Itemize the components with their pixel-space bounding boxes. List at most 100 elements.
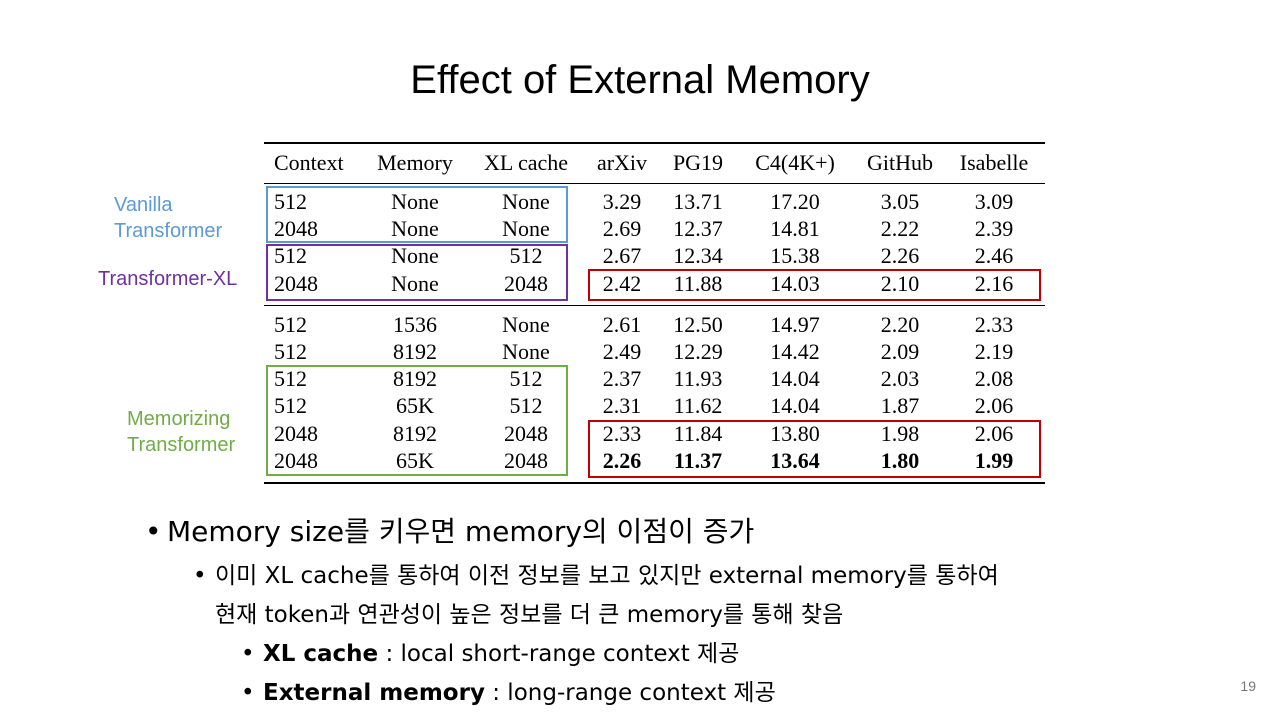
table-cell: 14.04 — [770, 393, 820, 418]
xl-cache-desc: : local short-range context 제공 — [378, 641, 740, 667]
table-cell: 2.26 — [602, 448, 642, 473]
table-cell: 2.33 — [974, 312, 1014, 337]
vanilla-label: Vanilla Transformer — [114, 192, 222, 244]
table-cell: 2048 — [504, 271, 548, 296]
bullet-level2-text-line1: 이미 XL cache를 통하여 이전 정보를 보고 있지만 external … — [215, 563, 999, 589]
table-cell: 14.42 — [770, 339, 820, 364]
table-cell: None — [502, 312, 550, 337]
bullet-level1: • Memory size를 키우면 memory의 이점이 증가 — [145, 510, 754, 550]
table-cell: 2.39 — [974, 216, 1014, 241]
table-header-cell: arXiv — [596, 150, 648, 175]
external-memory-term: External memory — [263, 680, 485, 706]
table-cell: 1.98 — [880, 421, 920, 446]
table-cell: None — [502, 189, 550, 214]
table-cell: 2.03 — [880, 366, 920, 391]
table-cell: 12.50 — [673, 312, 723, 337]
table-cell: 2.42 — [602, 271, 642, 296]
table-cell: 11.62 — [673, 393, 723, 418]
bullet-dot: • — [145, 515, 162, 548]
table-cell: 2.37 — [602, 366, 642, 391]
table-cell: 2.26 — [880, 243, 920, 268]
table-cell: 512 — [509, 243, 543, 268]
table-cell: 2.09 — [880, 339, 920, 364]
table-cell: 2048 — [274, 448, 318, 473]
table-cell: 3.29 — [602, 189, 642, 214]
memorizing-label: Memorizing Transformer — [127, 406, 235, 458]
xl-cache-term: XL cache — [263, 641, 379, 667]
vanilla-label-line2: Transformer — [114, 220, 223, 242]
bullet-level2: • 이미 XL cache를 통하여 이전 정보를 보고 있지만 external… — [193, 556, 999, 590]
table-cell: 512 — [274, 339, 307, 364]
table-header-cell: Context — [274, 150, 344, 175]
page-number: 19 — [1240, 678, 1256, 694]
table-cell: 1.87 — [880, 393, 920, 418]
table-cell: 65K — [396, 393, 434, 418]
table-top-rule — [264, 142, 1045, 144]
table-cell: 512 — [274, 393, 307, 418]
table-cell: 3.05 — [880, 189, 920, 214]
xl-highlight-box — [588, 269, 1041, 301]
table-cell: 11.84 — [673, 421, 723, 446]
bullet-dot: • — [241, 680, 255, 706]
table-cell: 2.33 — [602, 421, 642, 446]
table-cell: 1.99 — [974, 448, 1014, 473]
table-cell: 2.31 — [602, 393, 642, 418]
table-cell: 1536 — [393, 312, 437, 337]
table-cell: 512 — [274, 366, 307, 391]
table-cell: 2.16 — [974, 271, 1014, 296]
external-memory-desc: : long-range context 제공 — [484, 680, 776, 706]
table-cell: 14.03 — [770, 271, 820, 296]
table-cell: 512 — [274, 189, 307, 214]
bullet-level3-external-memory: • External memory : long-range context 제공 — [241, 673, 776, 707]
table-cell: 2.20 — [880, 312, 920, 337]
slide-title: Effect of External Memory — [410, 58, 870, 102]
table-cell: None — [391, 189, 439, 214]
table-cell: 2.10 — [880, 271, 920, 296]
table-cell: 2.69 — [602, 216, 642, 241]
memorizing-label-line1: Memorizing — [127, 408, 231, 430]
table-cell: 1.80 — [880, 448, 920, 473]
table-cell: 13.71 — [673, 189, 723, 214]
table-cell: 14.81 — [770, 216, 820, 241]
table-header-cell: GitHub — [867, 150, 933, 175]
bullet-level3-xl-cache: • XL cache : local short-range context 제공 — [241, 634, 739, 668]
table-cell: None — [502, 339, 550, 364]
table-cell: 2048 — [274, 216, 318, 241]
table-cell: 12.34 — [673, 243, 723, 268]
table-cell: 11.37 — [673, 448, 723, 473]
table-cell: 2048 — [504, 421, 548, 446]
table-cell: 512 — [509, 366, 543, 391]
table-cell: 2048 — [274, 421, 318, 446]
transformer-xl-label: Transformer-XL — [98, 268, 238, 290]
table-header-cell: PG19 — [672, 150, 724, 175]
table-cell: 13.80 — [770, 421, 820, 446]
table-cell: 512 — [274, 312, 307, 337]
bullet-dot: • — [193, 563, 207, 589]
table-cell: 2048 — [504, 448, 548, 473]
table-cell: 2.06 — [974, 421, 1014, 446]
table-cell: 2048 — [274, 271, 318, 296]
table-cell: 512 — [274, 243, 307, 268]
bullet-dot: • — [241, 641, 255, 667]
table-cell: 11.88 — [673, 271, 723, 296]
table-cell: 65K — [396, 448, 434, 473]
table-cell: 2.22 — [880, 216, 920, 241]
memorizing-box — [266, 365, 568, 476]
table-cell: 12.29 — [673, 339, 723, 364]
table-cell: 13.64 — [770, 448, 820, 473]
table-cell: 15.38 — [770, 243, 820, 268]
table-cell: None — [391, 216, 439, 241]
table-cell: 2.67 — [602, 243, 642, 268]
table-header-cell: Isabelle — [959, 150, 1029, 175]
table-cell: 8192 — [393, 421, 437, 446]
table-cell: None — [391, 271, 439, 296]
transformer-xl-box — [266, 244, 568, 301]
bullet-level1-text: Memory size를 키우면 memory의 이점이 증가 — [167, 515, 755, 548]
table-cell: 512 — [509, 393, 543, 418]
table-cell: 2.49 — [602, 339, 642, 364]
memorizing-label-line2: Transformer — [127, 434, 236, 456]
table-cell: 2.46 — [974, 243, 1014, 268]
table-cell: 3.09 — [974, 189, 1014, 214]
vanilla-box — [266, 186, 568, 243]
table-mid-rule — [264, 305, 1045, 306]
